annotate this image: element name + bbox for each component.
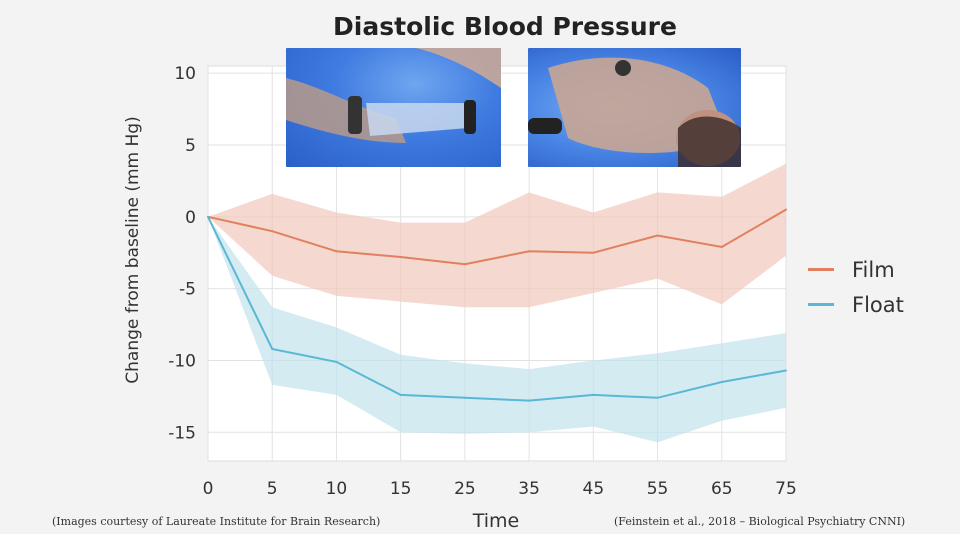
float-tank-photo-person xyxy=(528,48,741,167)
x-tick-label: 65 xyxy=(711,479,733,499)
legend-swatch-film xyxy=(808,268,834,271)
data-point-float xyxy=(785,369,787,372)
legend-label-float: Float xyxy=(852,292,904,317)
data-point-float xyxy=(463,396,466,399)
legend-item-float: Float xyxy=(808,287,904,322)
x-axis-label: Time xyxy=(472,510,520,532)
series-line-float xyxy=(207,216,787,402)
legend-label-film: Film xyxy=(852,257,895,282)
data-point-film xyxy=(271,230,274,233)
x-tick-label: 55 xyxy=(647,479,669,499)
data-point-film xyxy=(335,250,338,253)
legend-item-film: Film xyxy=(808,252,904,287)
y-tick-label: 0 xyxy=(185,208,196,228)
data-point-float xyxy=(271,347,274,350)
data-point-float xyxy=(528,399,531,402)
series-line-film xyxy=(207,208,787,266)
y-tick-label: -15 xyxy=(168,423,196,443)
data-point-film xyxy=(528,250,531,253)
data-point-float xyxy=(720,381,723,383)
data-point-float xyxy=(207,215,209,218)
y-tick-labels: 10 5 0 -5 -10 -15 xyxy=(168,64,196,443)
data-point-film xyxy=(785,208,787,211)
x-tick-label: 15 xyxy=(390,479,412,499)
chart-title: Diastolic Blood Pressure xyxy=(333,12,677,41)
data-point-float xyxy=(335,360,338,363)
x-tick-label: 25 xyxy=(454,479,476,499)
y-tick-label: -5 xyxy=(179,280,196,300)
legend: Film Float xyxy=(808,252,904,322)
y-tick-label: 10 xyxy=(174,64,196,84)
data-point-float xyxy=(592,393,595,396)
footnote-image-credit: (Images courtesy of Laureate Institute f… xyxy=(52,515,381,528)
data-point-float xyxy=(399,393,402,396)
float-tank-photo-arm xyxy=(286,48,501,167)
legend-swatch-float xyxy=(808,303,834,306)
confidence-band-film xyxy=(208,163,786,308)
confidence-band-float xyxy=(208,216,786,443)
y-tick-label: 5 xyxy=(185,136,196,156)
data-point-film xyxy=(399,256,402,259)
x-tick-label: 0 xyxy=(203,479,214,499)
footnote-citation: (Feinstein et al., 2018 – Biological Psy… xyxy=(614,515,906,528)
x-tick-label: 75 xyxy=(775,479,797,499)
x-tick-label: 10 xyxy=(326,479,348,499)
confidence-bands xyxy=(208,163,786,443)
x-tick-label: 45 xyxy=(583,479,605,499)
series-lines xyxy=(207,208,787,402)
data-point-float xyxy=(656,396,659,399)
y-tick-label: -10 xyxy=(168,351,196,371)
data-point-film xyxy=(592,251,595,254)
data-point-film xyxy=(720,245,723,248)
y-axis-label-text: Change from baseline (mm Hg) xyxy=(123,116,143,384)
x-tick-label: 35 xyxy=(518,479,540,499)
x-tick-labels: 0 5 10 15 25 35 45 55 65 75 xyxy=(203,479,797,499)
data-point-film xyxy=(656,234,659,237)
data-point-film xyxy=(463,263,466,266)
x-tick-label: 5 xyxy=(267,479,278,499)
